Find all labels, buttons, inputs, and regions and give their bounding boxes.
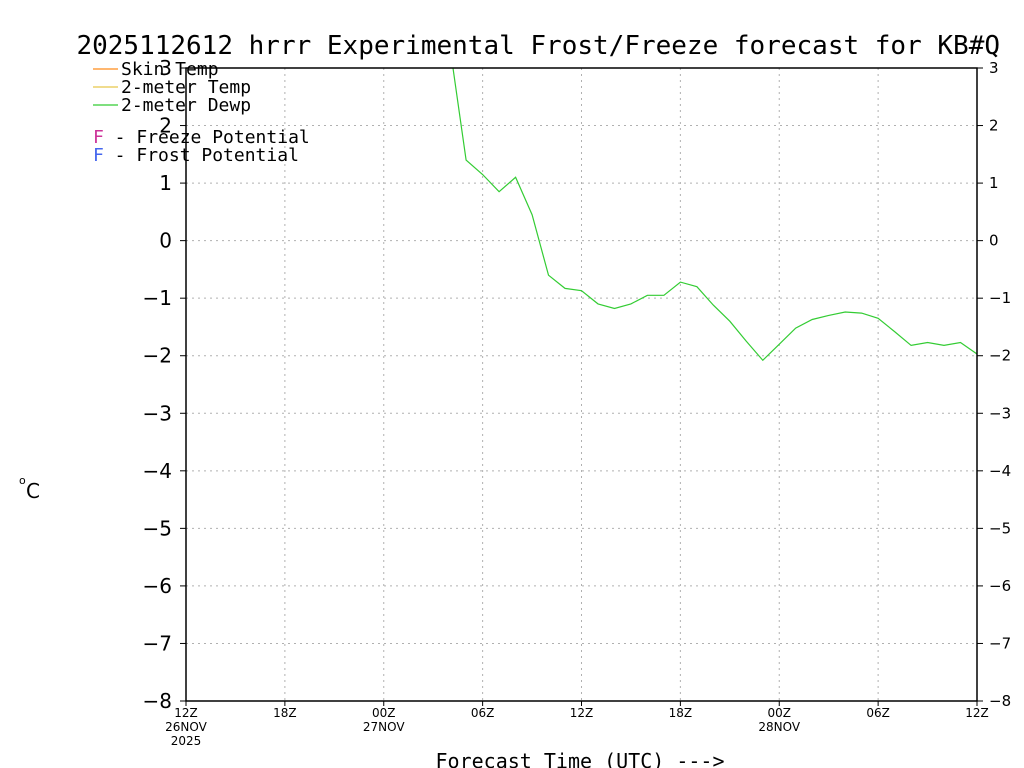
chart-title: 2025112612 hrrr Experimental Frost/Freez… <box>76 31 1000 61</box>
y-tick-label-right: 2 <box>989 117 999 135</box>
y-tick-label-left: −2 <box>143 344 172 368</box>
y-tick-label-right: −1 <box>989 289 1011 307</box>
potential-legend-letter: F <box>93 127 104 148</box>
y-tick-label-left: −3 <box>143 401 172 425</box>
y-tick-label-left: 3 <box>159 56 172 80</box>
y-axis-label-degree: o <box>19 474 26 487</box>
x-tick-label: 28NOV <box>758 720 800 734</box>
y-tick-label-right: −4 <box>989 462 1011 480</box>
x-tick-label: 27NOV <box>363 720 405 734</box>
legend-label: 2-meter Dewp <box>121 95 251 116</box>
y-tick-label-left: −4 <box>143 459 172 483</box>
legend-label: Skin Temp <box>121 59 219 80</box>
y-tick-label-left: 2 <box>159 114 172 138</box>
x-tick-label: 06Z <box>471 706 495 720</box>
potential-legend-text: - Freeze Potential <box>104 127 310 148</box>
y-tick-label-left: 1 <box>159 171 172 195</box>
y-tick-label-right: 3 <box>989 59 999 77</box>
potential-legend-text: - Frost Potential <box>104 145 299 166</box>
potential-legend-entry: F - Freeze Potential <box>93 127 310 148</box>
x-tick-label: 12Z <box>570 706 594 720</box>
y-tick-label-right: 1 <box>989 174 999 192</box>
y-tick-label-left: −1 <box>143 286 172 310</box>
x-tick-label: 18Z <box>273 706 297 720</box>
x-tick-label: 2025 <box>171 734 202 748</box>
potential-legend-letter: F <box>93 145 104 166</box>
y-axis-label: o C <box>19 474 40 503</box>
x-axis-label: Forecast Time (UTC) ---> <box>436 749 725 768</box>
y-tick-label-left: −6 <box>143 574 172 598</box>
x-tick-label: 00Z <box>768 706 792 720</box>
y-tick-label-right: −8 <box>989 692 1011 710</box>
y-tick-label-right: −5 <box>989 519 1011 537</box>
y-axis-label-unit: C <box>26 479 40 503</box>
x-tick-label: 12Z <box>174 706 198 720</box>
y-tick-label-left: −8 <box>143 689 172 713</box>
y-tick-label-left: −5 <box>143 516 172 540</box>
potential-legend-entry: F - Frost Potential <box>93 145 299 166</box>
legend-label: 2-meter Temp <box>121 77 251 98</box>
x-tick-label: 26NOV <box>165 720 207 734</box>
x-tick-label: 12Z <box>965 706 989 720</box>
y-tick-label-right: −6 <box>989 577 1011 595</box>
y-tick-label-right: −2 <box>989 347 1011 365</box>
y-axis: 3 3 2 2 1 1 0 0 −1 −1 −2 −2 −3 −3 −4 −4 −5 −5 −6 −6 −7 −7 −8 −8 <box>143 56 1012 713</box>
series-layer <box>452 68 977 362</box>
series-line-dewpoint <box>452 68 977 362</box>
grid <box>186 68 977 701</box>
y-tick-label-right: 0 <box>989 232 999 250</box>
y-tick-label-left: 0 <box>159 229 172 253</box>
x-tick-label: 00Z <box>372 706 396 720</box>
y-tick-label-right: −3 <box>989 404 1011 422</box>
y-tick-label-left: −7 <box>143 631 172 655</box>
y-tick-label-right: −7 <box>989 634 1011 652</box>
plot-frame <box>185 67 978 702</box>
x-tick-label: 06Z <box>866 706 890 720</box>
x-tick-label: 18Z <box>669 706 693 720</box>
